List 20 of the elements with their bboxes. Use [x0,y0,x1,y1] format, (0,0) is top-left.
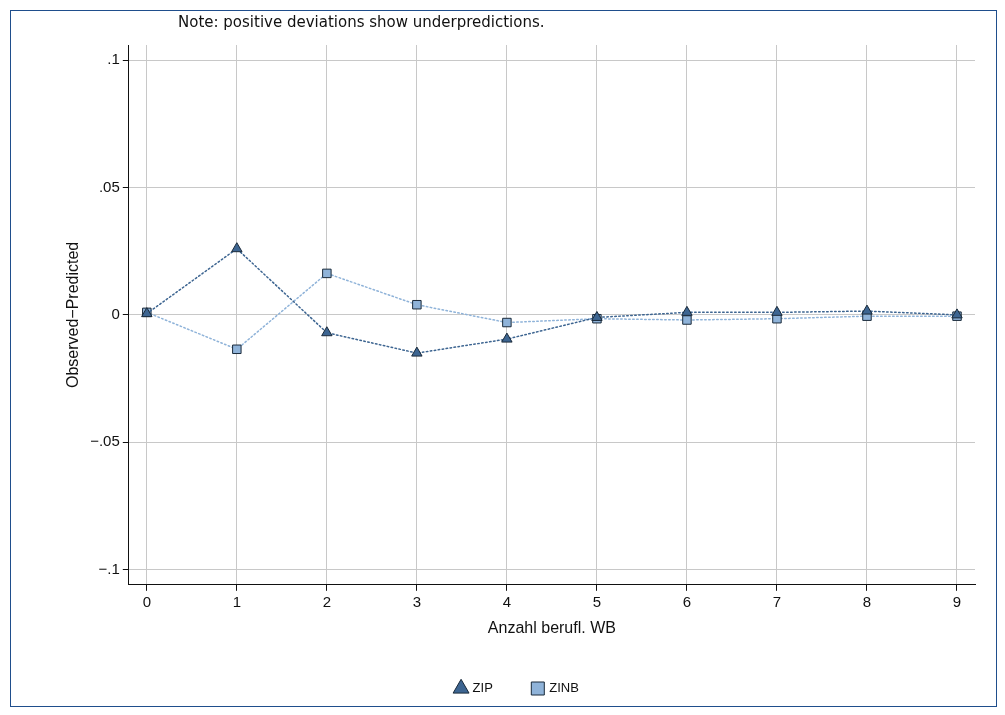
x-tick-label: 9 [952,592,962,610]
x-tick-label: 3 [412,592,422,610]
x-tick-label: 5 [592,592,602,610]
text: Note: positive deviations show underpredictions. [178,13,545,31]
legend-label: ZINB [549,680,579,696]
y-tick-label: −.1 [98,559,120,577]
x-tick-label: 2 [322,592,332,610]
x-tick-label: 0 [142,592,151,610]
x-tick-label: 8 [862,592,872,610]
y-tick-label: 0 [111,305,120,323]
x-tick-label: 4 [502,592,512,610]
x-tick-label: 6 [682,592,692,610]
y-tick-label: .05 [98,177,120,195]
y-tick-label: −.05 [90,432,120,450]
y-axis-title: Observed−Predicted [64,241,82,389]
legend-label: ZIP [472,680,493,696]
y-tick-label: .1 [107,50,120,68]
x-tick-label: 1 [232,592,242,610]
x-tick-label: 7 [772,592,782,610]
x-axis-title: Anzahl berufl. WB [487,618,616,636]
